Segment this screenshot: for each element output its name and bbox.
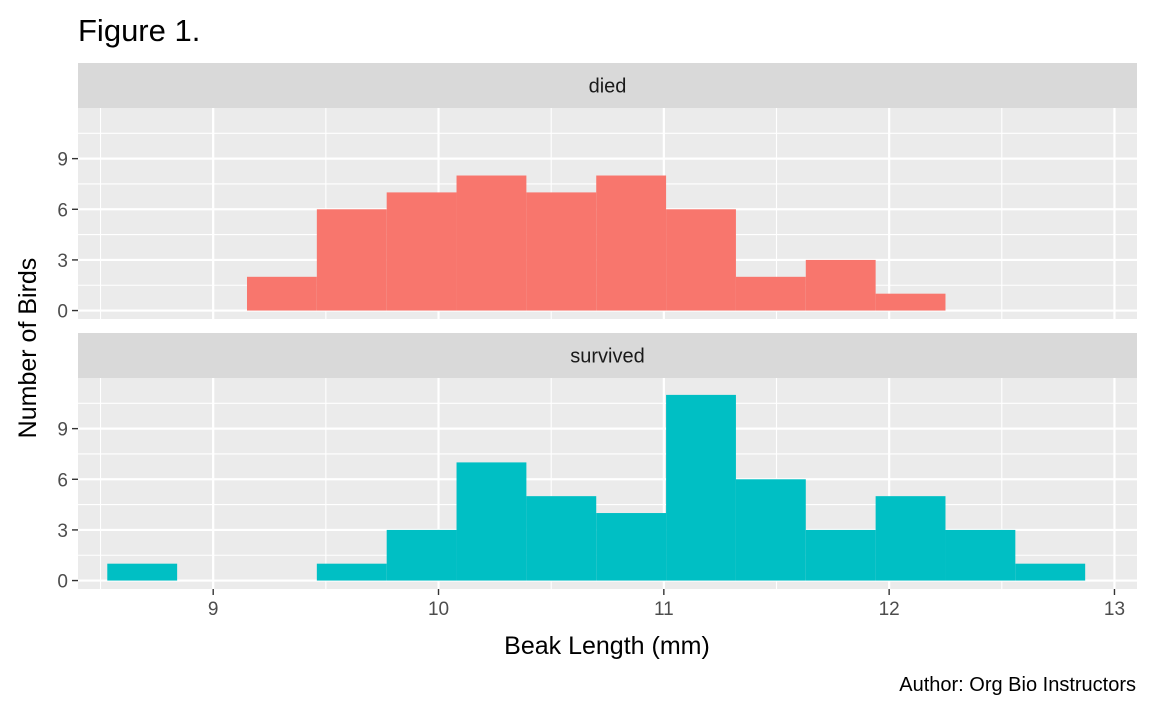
y-axis-label: Number of Birds	[14, 258, 42, 439]
x-tick-label: 11	[654, 599, 674, 620]
histogram-bar	[596, 175, 667, 311]
histogram-bar	[805, 259, 876, 311]
histogram-bar	[735, 479, 806, 581]
histogram-bar	[875, 293, 946, 311]
y-tick-label: 3	[57, 251, 68, 272]
facet-strip-label: died	[589, 76, 627, 98]
y-tick-label: 0	[57, 572, 68, 593]
histogram-bar	[526, 496, 597, 581]
histogram-bar	[875, 496, 946, 581]
y-tick-label: 3	[57, 521, 68, 542]
x-axis-label: Beak Length (mm)	[504, 632, 710, 660]
facet-died: died 0 3 6 9	[57, 63, 1137, 323]
histogram-bar	[456, 175, 527, 311]
facet-panels: died 0 3 6 9 survived 0 3 6 9	[57, 63, 1137, 593]
histogram-bar	[246, 276, 317, 311]
x-tick-label: 12	[879, 599, 900, 620]
histogram-bar	[107, 563, 178, 581]
y-tick-label: 6	[57, 200, 68, 221]
histogram-bar	[1015, 563, 1086, 581]
facet-strip-label: survived	[570, 346, 644, 368]
histogram-bar	[666, 394, 736, 581]
y-tick-label: 9	[57, 150, 68, 171]
x-tick-label: 10	[428, 599, 449, 620]
histogram-bar	[386, 192, 457, 311]
histogram-bar	[526, 192, 597, 311]
y-tick-label: 9	[57, 420, 68, 441]
facet-survived: survived 0 3 6 9	[57, 333, 1137, 593]
x-axis: 9 10 11 12 13	[208, 589, 1125, 620]
histogram-bar	[456, 462, 527, 581]
histogram-bar	[596, 513, 667, 581]
chart-title: Figure 1.	[78, 13, 200, 48]
histogram-bar	[316, 563, 387, 581]
y-tick-label: 6	[57, 470, 68, 491]
caption: Author: Org Bio Instructors	[899, 674, 1136, 696]
x-tick-label: 13	[1104, 599, 1125, 620]
y-tick-label: 0	[57, 302, 68, 323]
histogram-bar	[666, 209, 736, 311]
facet-strip	[78, 63, 1137, 108]
histogram-bar	[945, 529, 1016, 581]
histogram-bar	[805, 529, 876, 581]
histogram-bar	[316, 209, 387, 311]
histogram-bar	[386, 529, 457, 581]
histogram-bar	[735, 276, 806, 311]
facet-strip	[78, 333, 1137, 378]
x-tick-label: 9	[208, 599, 219, 620]
